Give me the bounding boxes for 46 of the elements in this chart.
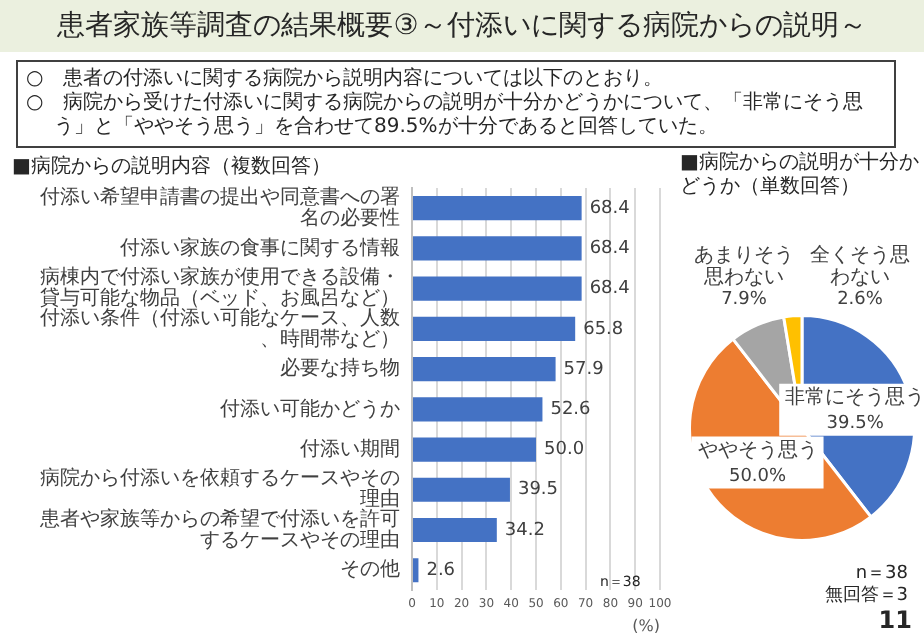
text: n＝38 <box>855 562 908 585</box>
slice-label: ややそう思う <box>697 439 818 462</box>
data-label: 39.5% <box>826 414 885 435</box>
bar <box>413 397 543 422</box>
data-label: 68.4 <box>589 198 631 219</box>
data-label: 2.6 <box>426 560 456 581</box>
text: ○ 患者の付添いに関する病院から説明内容については以下のとおり。 <box>26 68 666 91</box>
bar <box>413 517 497 543</box>
text: ■病院からの説明内容（複数回答） <box>12 153 331 180</box>
y-tick-label: 付添い期間 <box>300 436 400 461</box>
data-label: 68.4 <box>589 279 631 300</box>
slice-label: 非常にそう思う <box>785 384 924 409</box>
bar <box>413 437 536 462</box>
data-label: 50.0 <box>544 440 585 461</box>
bar <box>413 276 582 301</box>
text: 無回答＝3 <box>824 583 908 608</box>
data-label: 65.8 <box>583 319 624 340</box>
bar <box>413 357 556 382</box>
slice-label: 全くそう思わない <box>810 242 910 289</box>
text: ○ 病院から受けた付添いに関する病院からの説明が十分かどうかについて、「非常にそう思う」と「ややそう思う」を合わせて89.5%が十分であると回答していた。 <box>26 92 866 140</box>
y-tick-label: 付添い条件（付添い可能なケース、人数、時間帯など） <box>40 305 400 351</box>
bar <box>413 316 576 341</box>
data-label: 34.2 <box>504 520 545 541</box>
y-tick-label: 付添い可能かどうか <box>220 396 400 421</box>
chart-title: 患者家族等調査の結果概要③～付添いに関する病院からの説明～ <box>55 8 869 44</box>
data-label: 50.0% <box>728 467 788 488</box>
data-label: 68.4 <box>589 239 631 260</box>
y-tick-label: その他 <box>340 557 400 582</box>
y-tick-label: 病棟内で付添い家族が使用できる設備・貸与可能な物品（ベッド、お風呂など） <box>40 265 400 311</box>
bar <box>413 477 510 502</box>
y-tick-label: 必要な持ち物 <box>280 356 400 381</box>
slice-label: あまりそう思わない <box>694 244 794 289</box>
bar <box>413 558 419 583</box>
text: 11 <box>878 606 912 634</box>
y-tick-label: 付添い希望申請書の提出や同意書への署名の必要性 <box>40 184 400 230</box>
chart-title: ■病院からの説明が十分かどうか（単数回答） <box>680 152 920 200</box>
data-label: 52.6 <box>550 400 592 421</box>
data-label: 39.5 <box>517 480 559 501</box>
y-tick-label: 付添い家族の食事に関する情報 <box>120 235 400 260</box>
data-label: 2.6% <box>837 290 884 311</box>
y-tick-label: 患者や家族等からの希望で付添いを許可するケースやその理由 <box>38 506 400 552</box>
data-label: 7.9% <box>721 290 768 311</box>
x-axis-title: (%) <box>632 616 660 635</box>
data-label: 57.9 <box>563 359 605 380</box>
bar <box>413 236 582 261</box>
bar <box>413 196 582 221</box>
